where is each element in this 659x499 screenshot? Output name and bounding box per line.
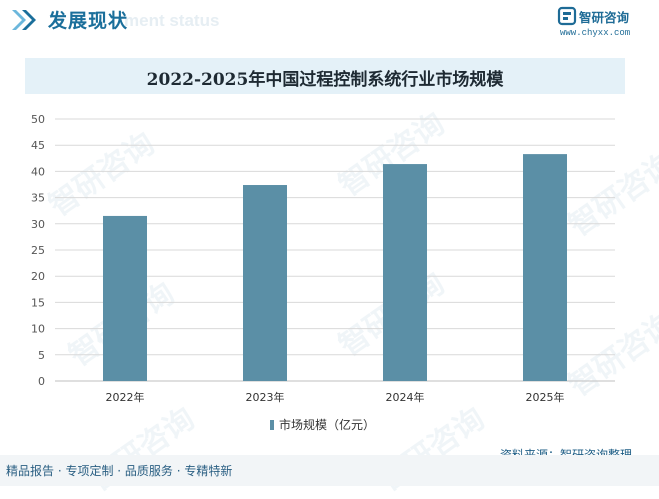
chart-title: 2022-2025年中国过程控制系统行业市场规模 <box>146 70 504 90</box>
y-tick-label: 45 <box>31 139 45 152</box>
y-tick-label: 0 <box>38 375 45 388</box>
bar <box>523 154 567 381</box>
brand-name: 智研咨询 <box>579 10 630 25</box>
legend-swatch <box>270 420 274 430</box>
chart-grid <box>55 118 615 382</box>
brand-url: www.chyxx.com <box>560 28 631 38</box>
footer-slogan: 精品报告 · 专项定制 · 品质服务 · 专精特新 <box>6 464 233 478</box>
y-tick-label: 40 <box>31 165 45 178</box>
brand-logo-icon <box>557 6 577 26</box>
x-tick-label: 2025年 <box>526 390 565 404</box>
bar <box>383 164 427 381</box>
bar <box>243 185 287 381</box>
chart-legend: 市场规模（亿元） <box>270 416 375 432</box>
x-axis-ticks: 2022年 2023年 2024年 2025年 <box>106 390 565 404</box>
y-tick-label: 5 <box>38 349 45 362</box>
y-tick-label: 50 <box>31 113 45 126</box>
y-tick-label: 15 <box>31 296 45 309</box>
x-tick-label: 2023年 <box>246 390 285 404</box>
page-title: 发展现状 <box>48 10 129 32</box>
y-axis-ticks: 0 5 10 15 20 25 30 35 40 45 50 <box>31 113 45 388</box>
legend-label: 市场规模（亿元） <box>279 418 376 432</box>
y-tick-label: 35 <box>31 192 45 205</box>
header: ment status 发展现状 <box>0 0 659 40</box>
x-tick-label: 2022年 <box>106 390 145 404</box>
chart-bars <box>103 154 567 381</box>
y-tick-label: 20 <box>31 270 45 283</box>
footer: 精品报告 · 专项定制 · 品质服务 · 专精特新 <box>0 455 659 486</box>
y-tick-label: 10 <box>31 323 45 336</box>
chart-title-band: 2022-2025年中国过程控制系统行业市场规模 <box>25 58 625 94</box>
x-tick-label: 2024年 <box>386 390 425 404</box>
y-tick-label: 30 <box>31 218 45 231</box>
bar <box>103 215 147 381</box>
y-tick-label: 25 <box>31 244 45 257</box>
double-chevron-icon <box>12 10 36 30</box>
header-subtitle: ment status <box>124 11 220 30</box>
bar-chart: 0 5 10 15 20 25 30 35 40 45 50 2022年 2023年 2024年 2025… <box>31 113 615 404</box>
brand-logo: 智研咨询 www.chyxx.com <box>557 6 657 42</box>
